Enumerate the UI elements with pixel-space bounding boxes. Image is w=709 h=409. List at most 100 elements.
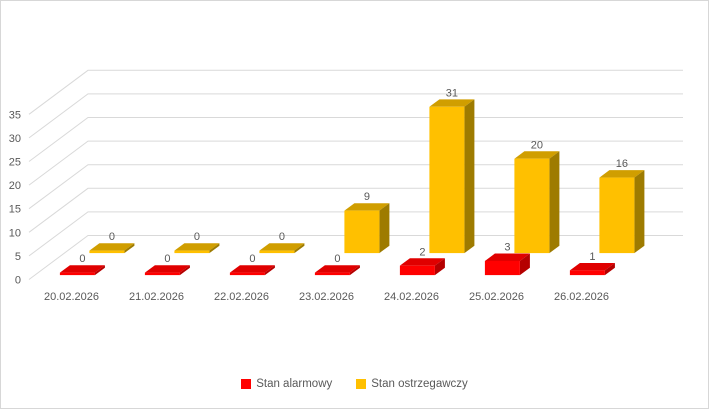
- x-axis-category-label: 25.02.2026: [469, 291, 524, 303]
- bar-top-face: [259, 243, 305, 251]
- y-axis-tick-label: 20: [9, 180, 21, 192]
- legend-item-stan-ostrzegawczy: Stan ostrzegawczy: [356, 378, 468, 390]
- bar-top-face: [484, 253, 530, 261]
- bar-side-face: [294, 243, 305, 254]
- bar-top-face: [59, 265, 105, 273]
- bar-side-face: [379, 203, 390, 254]
- bar-stan-ostrzegawczy: 0: [259, 231, 305, 254]
- bar-top-face: [314, 265, 360, 273]
- x-axis-category-label: 24.02.2026: [384, 291, 439, 303]
- bar-side-face: [604, 262, 615, 276]
- bar-side-face: [434, 258, 445, 276]
- y-axis-tick-label: 25: [9, 157, 21, 169]
- y-axis-tick-label: 15: [9, 204, 21, 216]
- bar-stan-alarmowy: 2: [399, 246, 445, 276]
- x-axis-category-label: 21.02.2026: [129, 291, 184, 303]
- data-label: 3: [504, 242, 510, 254]
- bar-stan-alarmowy: 1: [569, 251, 615, 276]
- bar-top-face: [174, 243, 220, 251]
- bar-front-face: [569, 270, 605, 276]
- x-axis-category-label: 23.02.2026: [299, 291, 354, 303]
- bar-side-face: [209, 243, 220, 254]
- bar-top-face: [399, 258, 445, 266]
- bar-stan-ostrzegawczy: 9: [344, 191, 390, 254]
- data-label: 20: [531, 139, 543, 151]
- data-label: 0: [279, 231, 285, 243]
- bar-front-face: [229, 272, 265, 276]
- y-axis-tick-label: 30: [9, 133, 21, 145]
- bar-side-face: [124, 243, 135, 254]
- bar-front-face: [174, 250, 210, 254]
- bar-side-face: [634, 170, 645, 254]
- gridline: [28, 93, 683, 139]
- bar-side-face: [464, 99, 475, 254]
- y-axis-tick-label: 0: [15, 275, 21, 287]
- bar-top-face: [569, 262, 615, 271]
- chart-legend: Stan alarmowy Stan ostrzegawczy: [1, 378, 708, 390]
- bar-top-face: [89, 243, 135, 251]
- y-axis-tick-label: 35: [9, 109, 21, 121]
- bar-front-face: [259, 250, 295, 254]
- gridline: [28, 117, 683, 162]
- data-label: 0: [249, 253, 255, 265]
- bar-front-face: [144, 272, 180, 276]
- legend-label: Stan alarmowy: [256, 378, 333, 390]
- legend-item-stan-alarmowy: Stan alarmowy: [241, 378, 332, 390]
- bar-stan-alarmowy: 0: [144, 253, 190, 276]
- data-label: 31: [446, 87, 458, 99]
- bar-side-face: [519, 253, 530, 276]
- data-label: 0: [109, 231, 115, 243]
- x-axis-category-label: 22.02.2026: [214, 291, 269, 303]
- gridline: [28, 187, 683, 233]
- bar-top-face: [229, 265, 275, 273]
- bar-stan-alarmowy: 3: [484, 242, 530, 276]
- bar-front-face: [344, 210, 380, 254]
- bar-front-face: [599, 177, 635, 254]
- gridline: [28, 140, 683, 186]
- bar-front-face: [429, 106, 465, 254]
- bar-stan-ostrzegawczy: 20: [514, 139, 560, 254]
- bar-stan-alarmowy: 0: [229, 253, 275, 276]
- data-label: 0: [79, 253, 85, 265]
- bar-stan-alarmowy: 0: [314, 253, 360, 276]
- bar-side-face: [349, 265, 360, 276]
- data-label: 0: [194, 231, 200, 243]
- gridline: [28, 69, 683, 115]
- gridline: [28, 235, 683, 280]
- y-axis-tick-label: 10: [9, 227, 21, 239]
- bar-side-face: [264, 265, 275, 276]
- data-label: 0: [164, 253, 170, 265]
- legend-swatch-red-icon: [241, 379, 252, 389]
- bar-top-face: [144, 265, 190, 273]
- data-label: 16: [616, 158, 628, 170]
- data-label: 2: [419, 246, 425, 258]
- bar-front-face: [514, 158, 550, 254]
- legend-label: Stan ostrzegawczy: [371, 378, 468, 390]
- x-axis-category-label: 26.02.2026: [554, 291, 609, 303]
- bar-top-face: [344, 203, 390, 211]
- bar-stan-ostrzegawczy: 0: [174, 231, 220, 254]
- bar-front-face: [484, 260, 520, 276]
- bar-stan-ostrzegawczy: 16: [599, 158, 645, 254]
- data-label: 0: [334, 253, 340, 265]
- bar-stan-ostrzegawczy: 31: [429, 87, 475, 254]
- bar-front-face: [399, 265, 435, 276]
- x-axis-category-label: 20.02.2026: [44, 291, 99, 303]
- gridline: [28, 211, 683, 257]
- data-label: 9: [364, 191, 370, 203]
- bar-side-face: [179, 265, 190, 276]
- bar-top-face: [429, 99, 475, 107]
- legend-swatch-yellow-icon: [356, 379, 367, 389]
- bar-stan-alarmowy: 0: [59, 253, 105, 276]
- bar-front-face: [59, 272, 95, 276]
- data-label: 1: [589, 251, 595, 263]
- bar-top-face: [514, 151, 560, 159]
- bar-stan-ostrzegawczy: 0: [89, 231, 135, 254]
- bar-front-face: [89, 250, 125, 254]
- y-axis-tick-label: 5: [15, 251, 21, 263]
- bar-side-face: [94, 265, 105, 276]
- bar-top-face: [599, 170, 645, 178]
- bar-side-face: [549, 151, 560, 254]
